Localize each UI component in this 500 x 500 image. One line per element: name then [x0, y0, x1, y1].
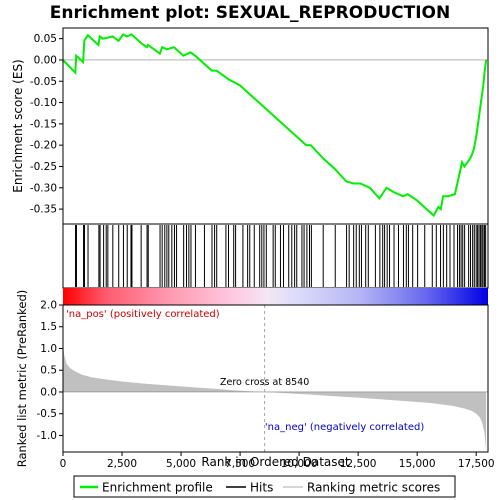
- metric-y-ticks: 2.0 1.5 1.0 0.5 0.0 -0.5 -1.0: [37, 300, 63, 442]
- legend-label: Hits: [250, 481, 273, 495]
- es-y-tick-label: -0.20: [30, 140, 57, 152]
- es-y-ticks: 0.05 0.00 -0.05 -0.10 -0.15 -0.20 -0.25 -0.30 -0…: [30, 33, 63, 216]
- ranking-metric-area: [63, 344, 487, 451]
- enrichment-profile-line: [62, 33, 488, 218]
- x-axis-label: Rank in Ordered Dataset: [201, 455, 349, 469]
- negative-correlation-label: 'na_neg' (negatively correlated): [265, 422, 424, 433]
- chart-title: Enrichment plot: SEXUAL_REPRODUCTION: [50, 3, 450, 23]
- es-y-tick-label: -0.25: [30, 161, 57, 173]
- legend: Enrichment profile Hits Ranking metric sco…: [73, 475, 456, 498]
- metric-y-tick-label: 1.0: [40, 343, 57, 355]
- zero-cross-label: Zero cross at 8540: [220, 377, 309, 388]
- x-tick-label: 15,000: [399, 458, 436, 470]
- positive-correlation-label: 'na_pos' (positively correlated): [66, 309, 220, 320]
- es-y-axis-label: Enrichment score (ES): [11, 59, 25, 192]
- x-tick-label: 7,500: [225, 458, 255, 470]
- metric-y-tick-label: -1.0: [37, 430, 58, 442]
- metric-panel: Zero cross at 8540 'na_pos' (positively …: [15, 290, 495, 470]
- x-tick-label: 10,000: [281, 458, 318, 470]
- x-tick-label: 2,500: [107, 458, 137, 470]
- legend-label: Enrichment profile: [102, 481, 213, 495]
- legend-entries: Enrichment profile Hits Ranking metric sco…: [80, 481, 440, 495]
- metric-y-tick-label: -0.5: [37, 408, 58, 420]
- es-y-tick-label: -0.05: [30, 76, 57, 88]
- es-y-tick-label: 0.05: [34, 33, 57, 45]
- es-y-tick-label: 0.00: [34, 54, 57, 66]
- legend-box: [73, 475, 456, 498]
- x-tick-label: 5,000: [166, 458, 196, 470]
- es-y-tick-label: -0.35: [30, 204, 57, 216]
- metric-y-tick-label: 0.0: [40, 386, 57, 398]
- metric-y-tick-label: 0.5: [40, 365, 57, 377]
- hit-marks: [75, 225, 487, 287]
- es-y-tick-label: -0.15: [30, 118, 57, 130]
- legend-label: Ranking metric scores: [307, 481, 440, 495]
- metric-y-tick-label: 2.0: [40, 300, 57, 312]
- es-y-tick-label: -0.30: [30, 182, 57, 194]
- metric-panel-frame: [62, 304, 489, 453]
- x-tick-label: 17,500: [458, 458, 495, 470]
- x-ticks: 0 2,500 5,000 7,500 10,000 12,500 15,000 17,500: [60, 452, 495, 470]
- metric-y-tick-label: 1.5: [40, 321, 57, 333]
- es-y-tick-label: -0.10: [30, 97, 57, 109]
- hits-panel: [62, 223, 489, 289]
- x-tick-label: 0: [60, 458, 67, 470]
- ranking-gradient-bar: [63, 288, 488, 305]
- metric-y-axis-label: Ranked list metric (PreRanked): [15, 290, 29, 468]
- x-tick-label: 12,500: [340, 458, 377, 470]
